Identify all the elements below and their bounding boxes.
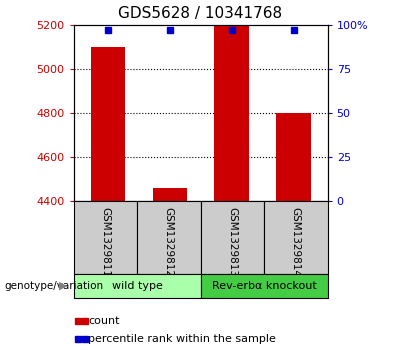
- Text: GSM1329813: GSM1329813: [227, 207, 237, 277]
- Bar: [276, 114, 310, 201]
- Text: GSM1329814: GSM1329814: [291, 207, 301, 277]
- Bar: [215, 25, 249, 201]
- Bar: [264, 201, 328, 274]
- Text: GSM1329811: GSM1329811: [100, 207, 110, 277]
- Text: percentile rank within the sample: percentile rank within the sample: [88, 334, 276, 344]
- Text: ▶: ▶: [59, 281, 67, 291]
- Text: GSM1329812: GSM1329812: [164, 207, 174, 277]
- Bar: [74, 274, 201, 298]
- Bar: [74, 201, 137, 274]
- Bar: [137, 201, 201, 274]
- Text: wild type: wild type: [112, 281, 163, 291]
- Bar: [201, 201, 264, 274]
- Bar: [152, 188, 186, 201]
- Bar: [91, 48, 125, 201]
- Text: count: count: [88, 316, 120, 326]
- Title: GDS5628 / 10341768: GDS5628 / 10341768: [118, 7, 283, 21]
- Bar: [201, 274, 328, 298]
- Text: Rev-erbα knockout: Rev-erbα knockout: [212, 281, 316, 291]
- Text: genotype/variation: genotype/variation: [4, 281, 103, 291]
